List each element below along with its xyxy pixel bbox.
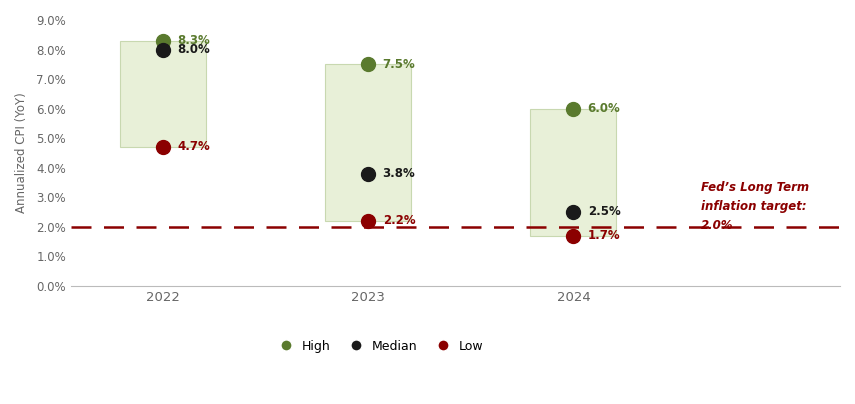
Bar (530, 109, 616, 236)
Text: Fed’s Long Term
inflation target:
2.0%: Fed’s Long Term inflation target: 2.0% (700, 181, 809, 232)
Point (567, 209, 581, 215)
Point (362, 170, 375, 177)
Point (156, 46, 170, 53)
Bar (121, 41, 206, 147)
Text: 6.0%: 6.0% (587, 102, 621, 115)
Point (362, 61, 375, 67)
Bar (325, 64, 411, 221)
Text: 2.2%: 2.2% (383, 214, 416, 227)
Text: 7.5%: 7.5% (383, 58, 416, 71)
Point (156, 38, 170, 44)
Text: 3.8%: 3.8% (383, 167, 416, 180)
Y-axis label: Annualized CPI (YoY): Annualized CPI (YoY) (15, 93, 28, 213)
Point (567, 232, 581, 239)
Text: 4.7%: 4.7% (178, 141, 210, 154)
Legend: High, Median, Low: High, Median, Low (268, 335, 489, 358)
Text: 2.5%: 2.5% (587, 205, 621, 219)
Point (156, 144, 170, 150)
Text: 8.3%: 8.3% (178, 34, 210, 47)
Point (567, 105, 581, 112)
Text: 1.7%: 1.7% (587, 229, 621, 242)
Point (362, 217, 375, 224)
Text: 8.0%: 8.0% (178, 43, 210, 56)
